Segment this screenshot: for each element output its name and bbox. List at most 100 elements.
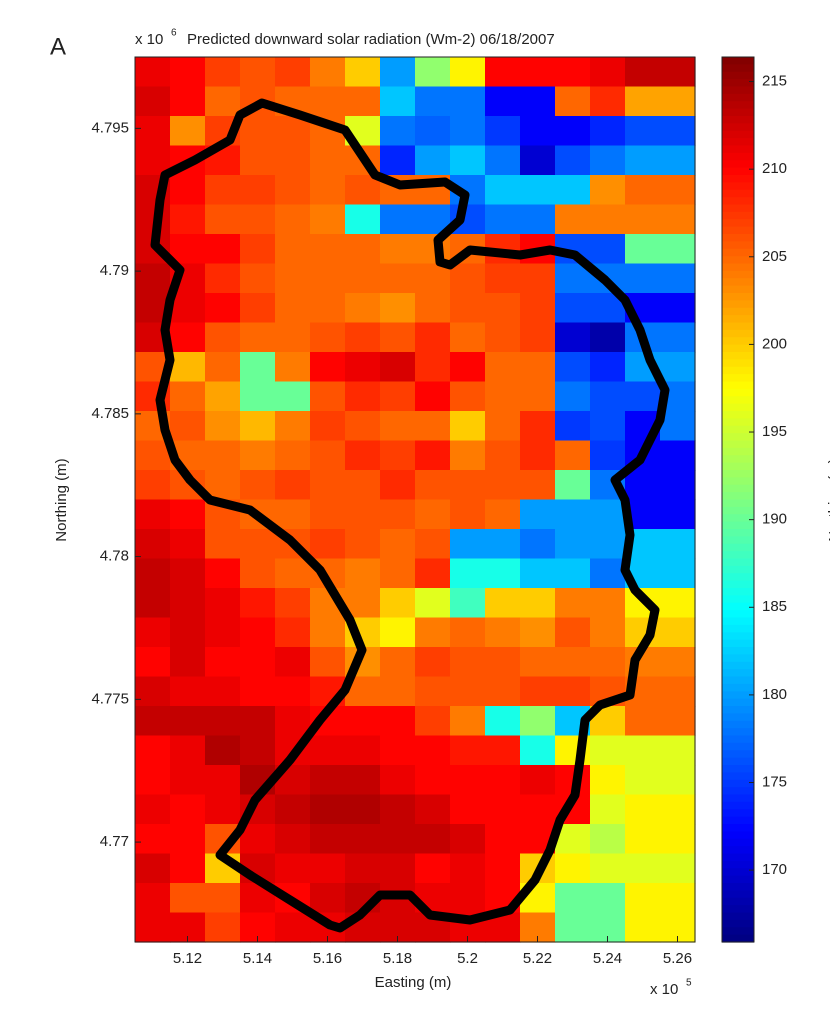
cell (205, 322, 241, 353)
cell (625, 381, 661, 412)
cell (310, 647, 346, 678)
cell (275, 145, 311, 176)
cell (555, 352, 591, 383)
cell (380, 588, 416, 619)
colorbar-swatch (722, 374, 754, 383)
colorbar-tick-label: 190 (762, 511, 787, 528)
cell (660, 735, 696, 766)
cell (345, 558, 381, 589)
cell (625, 145, 661, 176)
cell (450, 470, 486, 501)
cell (170, 706, 206, 737)
x-tick-label: 5.14 (243, 950, 272, 967)
cell (660, 263, 696, 294)
cell (485, 529, 521, 560)
cell (345, 735, 381, 766)
colorbar-swatch (722, 315, 754, 324)
cell (590, 411, 626, 442)
cell (450, 293, 486, 324)
cell (345, 706, 381, 737)
cell (310, 204, 346, 235)
cell (555, 883, 591, 914)
cell (520, 352, 556, 383)
cell (345, 824, 381, 855)
cell (380, 617, 416, 648)
colorbar-tick-label: 215 (762, 73, 787, 90)
cell (660, 86, 696, 117)
cell (310, 234, 346, 265)
colorbar-swatch (722, 588, 754, 596)
cell (485, 499, 521, 530)
cell (660, 470, 696, 501)
colorbar-swatch (722, 381, 754, 390)
cell (590, 116, 626, 147)
cell (380, 529, 416, 560)
colorbar-swatch (722, 455, 754, 464)
colorbar-swatch (722, 138, 754, 147)
colorbar-swatch (722, 440, 754, 449)
cell (590, 499, 626, 530)
colorbar-swatch (722, 875, 754, 884)
colorbar-swatch (722, 514, 754, 523)
plot-frame (134, 56, 696, 943)
cell (205, 735, 241, 766)
y-axis-label: Northing (m) (53, 458, 70, 541)
cell (415, 263, 451, 294)
colorbar-swatch (722, 573, 754, 582)
cell (380, 234, 416, 265)
boundary (150, 98, 670, 933)
cell (555, 322, 591, 353)
cell (625, 853, 661, 884)
cell (135, 499, 171, 530)
cell (590, 529, 626, 560)
cell (380, 86, 416, 117)
cell (660, 824, 696, 855)
cell (240, 470, 276, 501)
y-tick-label: 4.775 (91, 690, 129, 707)
colorbar-label: Northing (m) (826, 458, 830, 541)
colorbar-swatch (722, 93, 754, 102)
cell (450, 381, 486, 412)
cell (275, 853, 311, 884)
colorbar-swatch (722, 551, 754, 560)
cell (205, 765, 241, 796)
colorbar-swatch (722, 639, 754, 648)
cell (485, 617, 521, 648)
cell (450, 263, 486, 294)
cell (240, 411, 276, 442)
cell (135, 676, 171, 707)
x-exponent: 5 (686, 978, 692, 989)
cell (485, 470, 521, 501)
colorbar-swatch (722, 624, 754, 633)
cell (625, 824, 661, 855)
colorbar-swatch (722, 86, 754, 95)
cell (520, 588, 556, 619)
cell (520, 617, 556, 648)
colorbar-swatch (722, 425, 754, 434)
colorbar-swatch (722, 912, 754, 921)
cell (450, 57, 486, 88)
cell (415, 499, 451, 530)
cell (205, 411, 241, 442)
cell (170, 293, 206, 324)
colorbar-swatch (722, 293, 754, 301)
colorbar-swatch (722, 123, 754, 132)
cell (135, 706, 171, 737)
colorbar-swatch (722, 484, 754, 493)
cell (660, 765, 696, 796)
cell (275, 175, 311, 206)
cell (205, 794, 241, 825)
cell (450, 352, 486, 383)
cell (520, 647, 556, 678)
cell (205, 883, 241, 914)
cell (205, 558, 241, 589)
cell (415, 735, 451, 766)
colorbar-swatch (722, 897, 754, 906)
cell (310, 57, 346, 88)
cell (170, 352, 206, 383)
cell (485, 853, 521, 884)
colorbar-tick-label: 200 (762, 335, 787, 352)
cell (485, 175, 521, 206)
colorbar-swatch (722, 197, 754, 206)
colorbar-swatch (722, 543, 754, 552)
